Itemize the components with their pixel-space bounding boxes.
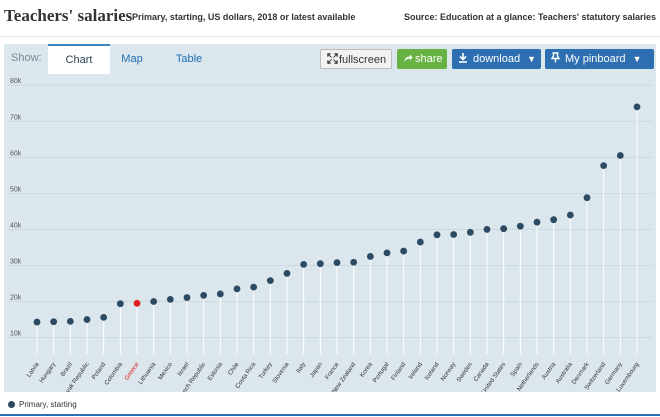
source-link[interactable]: Source: Education at a glance: Teachers'… xyxy=(403,12,656,22)
x-tick-label: Mexico xyxy=(157,361,174,382)
x-tick-label: Italy xyxy=(295,360,308,374)
fullscreen-button[interactable]: fullscreen xyxy=(320,49,392,69)
x-tick-label: Japan xyxy=(309,361,325,379)
share-button[interactable]: share xyxy=(397,49,447,69)
data-point xyxy=(366,253,374,260)
x-tick-label: Chile xyxy=(227,361,241,377)
data-point xyxy=(133,299,141,307)
data-point xyxy=(166,295,174,303)
x-tick-label: Spain xyxy=(509,361,524,378)
pinboard-label: My pinboard xyxy=(565,53,626,65)
data-point xyxy=(116,300,124,308)
data-point xyxy=(600,162,608,170)
y-tick-label: 40k xyxy=(10,222,22,229)
data-point xyxy=(400,247,408,255)
chevron-down-icon: ▼ xyxy=(632,54,642,64)
x-tick-label: Estonia xyxy=(206,361,224,382)
x-tick-label: Hungary xyxy=(38,360,58,384)
data-point xyxy=(483,226,491,233)
data-point xyxy=(516,222,524,230)
fullscreen-label: fullscreen xyxy=(339,54,387,66)
expand-icon xyxy=(327,53,338,64)
tab-map[interactable]: Map xyxy=(121,53,143,65)
x-tick-label: Finland xyxy=(390,361,408,382)
chart-header: Teachers' salaries Primary, starting, US… xyxy=(0,0,660,34)
data-point xyxy=(50,318,58,326)
x-tick-label: Israel xyxy=(176,361,190,377)
data-point xyxy=(33,318,41,326)
x-tick-label: Portugal xyxy=(372,361,391,384)
share-label: share xyxy=(415,53,443,65)
download-icon xyxy=(459,53,467,63)
data-point xyxy=(616,152,624,159)
chart-plot-area: 10k 20k 30k 40k 50k 60k 70k 80k Latvia Hungary Bra… xyxy=(4,74,656,392)
bottom-rule xyxy=(0,414,660,416)
show-label: Show: xyxy=(11,52,42,64)
data-point xyxy=(466,228,474,236)
data-point xyxy=(233,285,241,293)
data-point xyxy=(450,231,458,238)
data-point xyxy=(100,313,108,321)
x-tick-label: Sweden xyxy=(455,361,474,384)
data-point xyxy=(150,298,158,305)
data-point xyxy=(266,277,274,285)
x-tick-label: Brazil xyxy=(59,361,74,378)
pin-icon xyxy=(550,52,561,63)
data-point xyxy=(283,270,291,277)
data-point xyxy=(300,260,308,268)
data-point xyxy=(83,316,91,323)
y-tick-label: 20k xyxy=(10,295,22,302)
toolbar: Show: Chart Map Table fullscreen share d… xyxy=(4,44,656,74)
y-tick-label: 30k xyxy=(10,258,22,265)
y-tick-label: 60k xyxy=(10,150,22,157)
page-title: Teachers' salaries xyxy=(4,6,133,25)
data-point xyxy=(633,103,641,111)
x-tick-label: Austria xyxy=(541,361,558,381)
x-tick-label: Ireland xyxy=(407,361,424,381)
header-divider xyxy=(0,36,660,37)
data-point xyxy=(66,317,74,325)
data-point xyxy=(200,291,208,299)
data-point xyxy=(383,249,391,257)
chevron-down-icon: ▼ xyxy=(527,54,537,64)
data-point xyxy=(333,259,341,266)
download-button[interactable]: download ▼ xyxy=(452,49,541,69)
y-tick-label: 10k xyxy=(10,331,22,338)
y-tick-label: 70k xyxy=(10,114,22,121)
data-point xyxy=(550,216,558,224)
x-tick-label: Slovenia xyxy=(271,361,291,385)
chart-legend[interactable]: Primary, starting xyxy=(8,400,77,409)
legend-marker xyxy=(8,401,15,409)
pinboard-button[interactable]: My pinboard ▼ xyxy=(545,49,654,69)
x-tick-label: Turkey xyxy=(258,360,275,380)
data-point xyxy=(533,218,541,226)
x-tick-label: Korea xyxy=(359,361,375,379)
legend-label: Primary, starting xyxy=(19,400,77,409)
data-point xyxy=(433,231,441,239)
data-point xyxy=(583,194,591,202)
chart-subtitle: Primary, starting, US dollars, 2018 or l… xyxy=(132,12,356,22)
data-point xyxy=(416,238,424,246)
share-icon xyxy=(404,54,413,62)
x-tick-label: France xyxy=(324,361,341,381)
data-point xyxy=(350,258,358,266)
x-tick-label: Lithuania xyxy=(137,361,157,386)
y-tick-label: 80k xyxy=(10,78,22,85)
data-point xyxy=(316,260,324,268)
y-tick-label: 50k xyxy=(10,186,22,193)
data-point xyxy=(183,294,191,301)
tab-table[interactable]: Table xyxy=(175,53,203,65)
x-tick-label: Latvia xyxy=(25,361,41,379)
download-label: download xyxy=(473,53,521,65)
data-point xyxy=(500,225,508,233)
data-point xyxy=(566,211,574,219)
tab-chart[interactable]: Chart xyxy=(48,44,110,74)
data-point xyxy=(216,290,224,298)
x-tick-label: Poland xyxy=(91,361,108,381)
data-point xyxy=(250,283,258,291)
